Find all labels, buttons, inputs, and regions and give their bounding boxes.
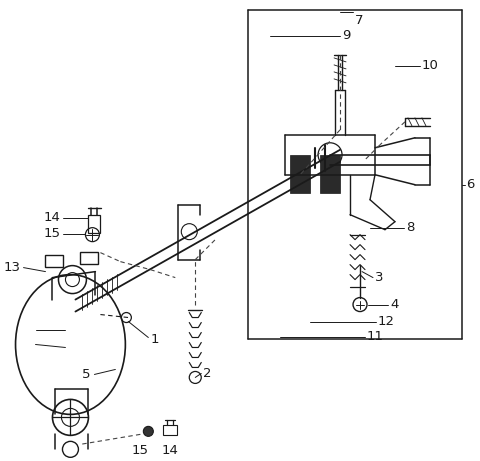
Text: 8: 8 <box>406 221 414 234</box>
Text: 13: 13 <box>3 261 21 274</box>
Text: 5: 5 <box>82 368 90 381</box>
Text: 3: 3 <box>375 271 384 284</box>
Text: 14: 14 <box>162 444 179 457</box>
Text: 14: 14 <box>44 211 60 224</box>
Text: 6: 6 <box>466 178 474 191</box>
Bar <box>81 252 98 264</box>
Text: 10: 10 <box>422 59 439 72</box>
Text: 4: 4 <box>390 298 398 311</box>
Text: 9: 9 <box>342 30 350 42</box>
Text: 1: 1 <box>150 333 159 346</box>
Text: 2: 2 <box>203 367 212 380</box>
Bar <box>290 155 310 193</box>
Text: 12: 12 <box>378 315 395 328</box>
Text: 15: 15 <box>132 444 149 457</box>
Text: 15: 15 <box>44 227 60 240</box>
Bar <box>320 155 340 193</box>
Text: 7: 7 <box>355 14 363 27</box>
Bar <box>88 215 100 233</box>
Bar <box>46 254 63 266</box>
Text: 11: 11 <box>367 330 384 343</box>
Circle shape <box>144 426 153 437</box>
Bar <box>163 426 177 435</box>
